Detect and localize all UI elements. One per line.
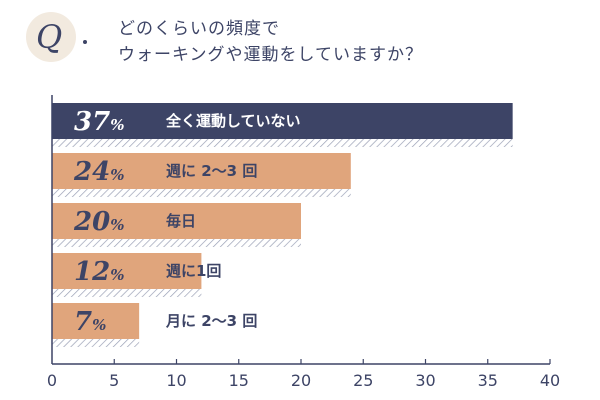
x-tick-label: 5: [109, 371, 119, 390]
bar-category-label: 毎日: [166, 212, 196, 230]
bar-hatch-shadow: [52, 239, 301, 247]
bar: [52, 103, 513, 139]
question-text: どのくらいの頻度で ウォーキングや運動をしていますか？: [118, 16, 423, 68]
question-mark-label: Q: [36, 18, 63, 56]
bar-hatch-shadow: [52, 139, 513, 147]
x-tick-label: 15: [229, 371, 249, 390]
x-tick-label: 35: [478, 371, 498, 390]
bar-percentage-label: 37%: [74, 107, 124, 137]
question-line-2: ウォーキングや運動をしていますか？: [118, 45, 423, 65]
bar-hatch-shadow: [52, 189, 351, 197]
bar: [52, 253, 202, 289]
x-tick-label: 30: [415, 371, 435, 390]
bar: [52, 203, 301, 239]
bar-hatch-shadow: [52, 289, 202, 297]
x-tick-label: 20: [291, 371, 311, 390]
bar: [52, 153, 351, 189]
question-circle-icon: [26, 12, 76, 62]
bar-percentage-label: 7%: [74, 307, 106, 337]
question-dot-icon: [83, 40, 87, 44]
bar-category-label: 週に1回: [166, 262, 221, 280]
bar-category-label: 月に 2〜3 回: [165, 312, 257, 330]
bar-category-label: 週に 2〜3 回: [166, 162, 257, 180]
x-tick-label: 0: [47, 371, 57, 390]
x-tick-label: 25: [353, 371, 373, 390]
x-tick-label: 10: [166, 371, 186, 390]
bar-hatch-shadow: [52, 339, 140, 347]
bar-percentage-label: 20%: [73, 207, 124, 237]
bar-percentage-label: 12%: [74, 257, 124, 287]
bar-percentage-label: 24%: [73, 157, 124, 187]
bar-category-label: 全く運動していない: [165, 112, 301, 130]
x-tick-label: 40: [540, 371, 560, 390]
question-line-1: どのくらいの頻度で: [118, 19, 280, 39]
bar: [52, 303, 140, 339]
